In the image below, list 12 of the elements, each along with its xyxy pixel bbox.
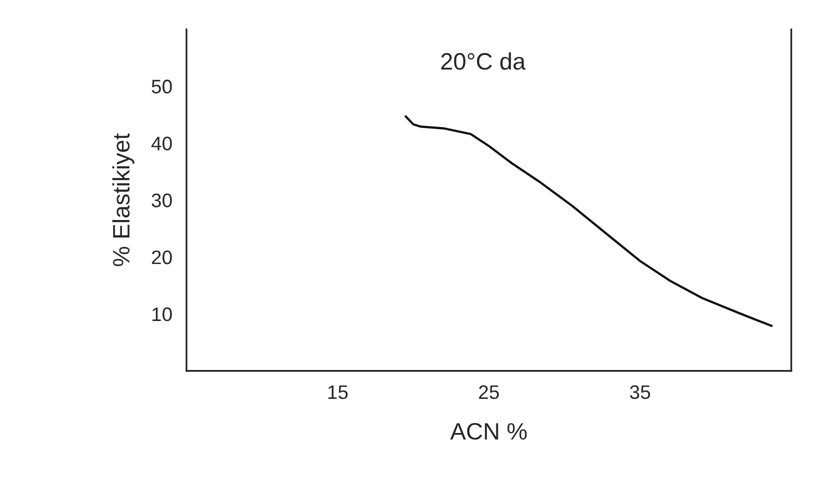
y-axis-title: % Elastikiyet [112,133,134,266]
annotation: 20°C da [441,52,526,70]
x-axis-title: ACN % [450,422,527,440]
y-tick-label: 40 [151,136,172,150]
x-tick-label: 15 [328,385,348,400]
y-tick-label: 10 [152,307,172,322]
y-tick-label: 30 [152,194,172,208]
x-tick-label: 35 [630,385,650,400]
y-tick-label: 20 [152,250,172,264]
line-series [404,115,773,328]
x-tick-label: 25 [479,385,499,400]
y-tick-label: 50 [152,80,172,94]
